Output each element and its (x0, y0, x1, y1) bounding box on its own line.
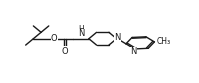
Text: N: N (114, 33, 121, 42)
Text: CH₃: CH₃ (156, 37, 170, 46)
Text: O: O (62, 47, 68, 56)
Text: O: O (51, 34, 58, 43)
Text: H: H (78, 25, 84, 34)
Text: N: N (130, 47, 137, 56)
Text: N: N (78, 29, 84, 38)
